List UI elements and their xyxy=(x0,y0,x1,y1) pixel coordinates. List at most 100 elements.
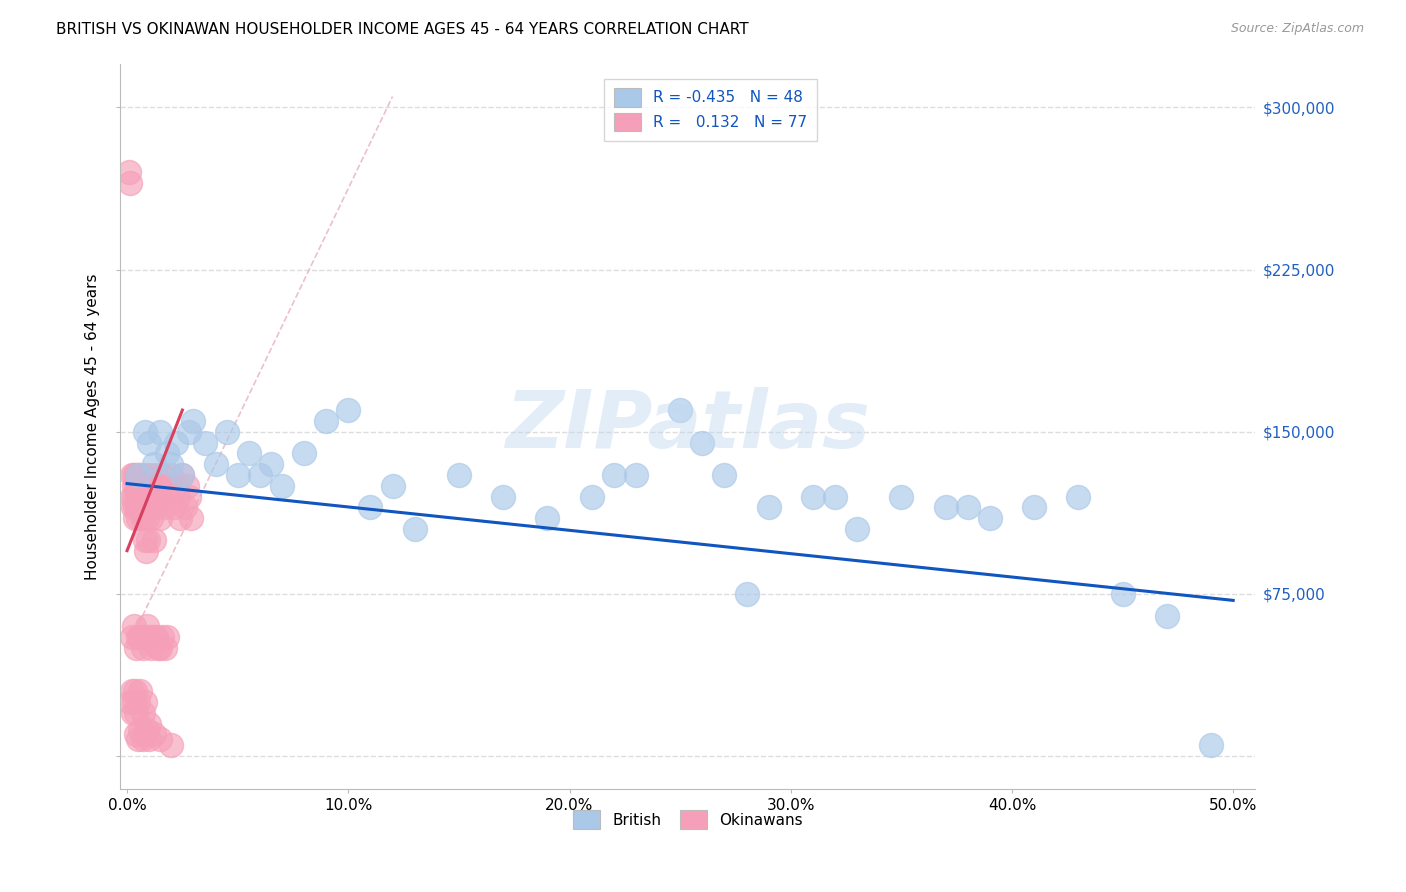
Point xyxy=(160,467,183,482)
Point xyxy=(121,500,143,515)
Point xyxy=(160,457,183,471)
Point xyxy=(890,490,912,504)
Point xyxy=(935,500,957,515)
Point xyxy=(315,414,337,428)
Point xyxy=(193,435,215,450)
Point xyxy=(603,467,626,482)
Point xyxy=(122,619,145,633)
Point xyxy=(127,695,149,709)
Y-axis label: Householder Income Ages 45 - 64 years: Householder Income Ages 45 - 64 years xyxy=(86,273,100,580)
Point xyxy=(271,479,294,493)
Point xyxy=(132,500,155,515)
Point xyxy=(177,425,200,439)
Point xyxy=(136,490,159,504)
Point xyxy=(142,457,165,471)
Point xyxy=(125,640,148,655)
Point xyxy=(122,490,145,504)
Point xyxy=(153,500,176,515)
Point xyxy=(735,587,758,601)
Point xyxy=(1156,608,1178,623)
Point xyxy=(138,630,160,644)
Point xyxy=(141,640,163,655)
Point xyxy=(156,479,179,493)
Point xyxy=(846,522,869,536)
Point xyxy=(404,522,426,536)
Point xyxy=(381,479,404,493)
Point xyxy=(215,425,238,439)
Point xyxy=(134,490,156,504)
Point xyxy=(167,490,190,504)
Point xyxy=(120,176,142,190)
Point xyxy=(169,511,191,525)
Point xyxy=(149,511,172,525)
Point xyxy=(125,706,148,720)
Point xyxy=(136,479,159,493)
Point xyxy=(173,500,195,515)
Text: ZIPatlas: ZIPatlas xyxy=(505,387,870,466)
Point xyxy=(136,723,159,738)
Point xyxy=(138,731,160,746)
Point xyxy=(581,490,603,504)
Legend: British, Okinawans: British, Okinawans xyxy=(567,805,810,835)
Point xyxy=(138,716,160,731)
Point xyxy=(131,511,153,525)
Point xyxy=(122,479,145,493)
Point xyxy=(152,467,174,482)
Point xyxy=(127,731,149,746)
Point xyxy=(1111,587,1133,601)
Point xyxy=(131,490,153,504)
Point xyxy=(128,500,150,515)
Point xyxy=(669,403,692,417)
Point xyxy=(141,479,163,493)
Point xyxy=(129,723,152,738)
Point xyxy=(127,467,149,482)
Point xyxy=(172,467,194,482)
Point xyxy=(177,490,200,504)
Point xyxy=(156,630,179,644)
Point xyxy=(165,479,187,493)
Point xyxy=(129,630,152,644)
Point xyxy=(624,467,647,482)
Point xyxy=(129,684,152,698)
Point xyxy=(172,467,194,482)
Point xyxy=(121,630,143,644)
Point xyxy=(157,490,180,504)
Point xyxy=(359,500,381,515)
Point xyxy=(149,490,172,504)
Point xyxy=(124,684,146,698)
Point xyxy=(120,695,142,709)
Point xyxy=(131,706,153,720)
Point xyxy=(134,630,156,644)
Point xyxy=(138,435,160,450)
Point xyxy=(145,630,167,644)
Point xyxy=(165,435,187,450)
Point xyxy=(125,500,148,515)
Point xyxy=(131,640,153,655)
Point xyxy=(131,467,153,482)
Point xyxy=(125,727,148,741)
Point xyxy=(125,490,148,504)
Point xyxy=(801,490,824,504)
Text: BRITISH VS OKINAWAN HOUSEHOLDER INCOME AGES 45 - 64 YEARS CORRELATION CHART: BRITISH VS OKINAWAN HOUSEHOLDER INCOME A… xyxy=(56,22,749,37)
Point xyxy=(183,414,205,428)
Point xyxy=(146,479,169,493)
Point xyxy=(134,533,156,547)
Point xyxy=(536,511,558,525)
Point xyxy=(149,640,172,655)
Point xyxy=(127,467,149,482)
Point xyxy=(1067,490,1090,504)
Point xyxy=(134,727,156,741)
Point xyxy=(156,446,179,460)
Point xyxy=(122,467,145,482)
Point xyxy=(136,619,159,633)
Point xyxy=(713,467,735,482)
Point xyxy=(149,731,172,746)
Point xyxy=(129,467,152,482)
Point xyxy=(146,640,169,655)
Point xyxy=(1199,739,1222,753)
Point xyxy=(956,500,979,515)
Point xyxy=(136,511,159,525)
Point xyxy=(121,706,143,720)
Point xyxy=(153,640,176,655)
Point xyxy=(204,457,226,471)
